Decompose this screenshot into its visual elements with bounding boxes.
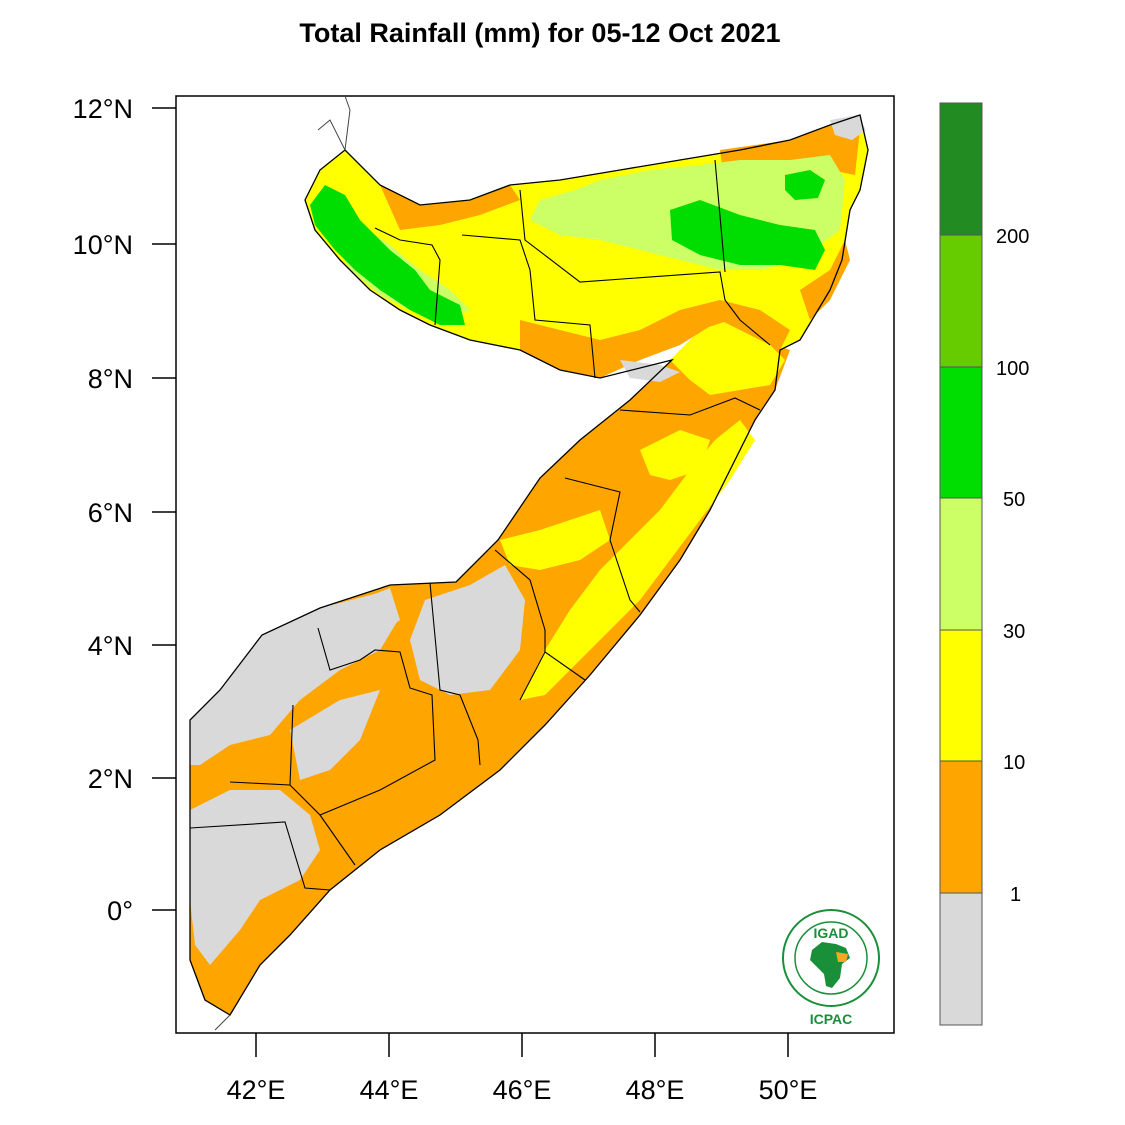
upper-yellow-patch [670, 320, 785, 395]
color-bar-box-50-100 [940, 367, 982, 498]
logo-icpac-text: ICPAC [810, 1011, 853, 1027]
lon-label-46e: 46°E [493, 1075, 552, 1105]
lat-label-10n: 10°N [73, 230, 133, 260]
color-bar-label-10: 10 [1003, 752, 1025, 774]
color-bar-label-30: 30 [1003, 621, 1025, 643]
color-bar [939, 102, 983, 1026]
color-bar-box-10-30 [940, 630, 982, 761]
north-green-west [310, 185, 465, 325]
lon-label-44e: 44°E [360, 1075, 419, 1105]
color-bar-box-under-1 [940, 893, 982, 1025]
north-gray-tip [830, 115, 866, 140]
north-orange-south [520, 300, 790, 378]
axis-ticks [152, 107, 789, 1057]
color-bar-box-100-200 [940, 235, 982, 367]
igad-icpac-logo: IGAD ICPAC [782, 909, 880, 1027]
somalia-outline [189, 114, 869, 1016]
color-bar-label-1: 1 [1010, 884, 1021, 906]
lat-label-8n: 8°N [88, 364, 133, 394]
lat-label-0: 0° [107, 896, 133, 926]
south-border-tail [214, 1014, 231, 1031]
logo-igad-text: IGAD [814, 925, 849, 941]
mid-yellow-patch [500, 510, 610, 570]
north-green-east [670, 200, 825, 270]
somalia-rainfall-map [189, 95, 869, 1031]
lon-label-50e: 50°E [759, 1075, 818, 1105]
color-bar-label-50: 50 [1003, 489, 1025, 511]
color-bar-box-1-10 [940, 761, 982, 893]
north-orange-east-coast [800, 240, 850, 320]
lon-label-42e: 42°E [227, 1075, 286, 1105]
map-title: Total Rainfall (mm) for 05-12 Oct 2021 [299, 18, 781, 48]
color-bar-label-200: 200 [996, 226, 1029, 248]
lat-label-6n: 6°N [88, 498, 133, 528]
east-yellow-patch [640, 430, 710, 480]
central-yellow-streak [520, 420, 755, 700]
color-bar-label-100: 100 [996, 358, 1029, 380]
south-gray-patch-coast [190, 790, 320, 965]
color-bar-box-30-50 [940, 498, 982, 630]
south-gray-strip [290, 690, 380, 780]
lat-label-2n: 2°N [88, 764, 133, 794]
admin-boundaries [189, 159, 771, 891]
color-bar-box-200plus [940, 103, 982, 235]
lat-label-12n: 12°N [73, 94, 133, 124]
south-gray-patch-central [410, 565, 525, 695]
north-green-east-small [785, 170, 825, 200]
north-orange-coast [380, 185, 520, 230]
lon-label-48e: 48°E [626, 1075, 685, 1105]
djibouti-border [317, 95, 351, 151]
logo-horn-highlight [836, 952, 848, 962]
south-gray-patch-north [280, 588, 400, 700]
lat-label-4n: 4°N [88, 631, 133, 661]
north-gray-south [620, 360, 680, 382]
